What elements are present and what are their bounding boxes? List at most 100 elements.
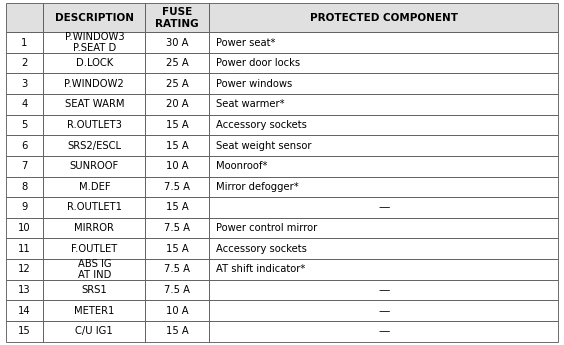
Text: —: — <box>378 306 389 316</box>
Bar <box>146 135 209 156</box>
Bar <box>146 115 209 135</box>
Text: 13: 13 <box>18 285 31 295</box>
Bar <box>6 259 43 280</box>
Text: Power windows: Power windows <box>216 79 292 89</box>
Bar <box>146 53 209 73</box>
Text: 20 A: 20 A <box>166 99 188 109</box>
Text: P.WINDOW2: P.WINDOW2 <box>64 79 124 89</box>
Bar <box>6 177 43 197</box>
Text: MIRROR: MIRROR <box>74 223 114 233</box>
Bar <box>6 238 43 259</box>
Bar <box>43 280 146 300</box>
Text: R.OUTLET1: R.OUTLET1 <box>67 203 122 213</box>
Bar <box>6 280 43 300</box>
Text: 10 A: 10 A <box>166 161 188 171</box>
Bar <box>146 259 209 280</box>
Bar <box>6 300 43 321</box>
Bar <box>209 156 558 177</box>
Bar <box>43 94 146 115</box>
Text: 10: 10 <box>18 223 31 233</box>
Bar <box>209 177 558 197</box>
Text: FUSE
RATING: FUSE RATING <box>156 7 199 29</box>
Bar <box>209 94 558 115</box>
Text: R.OUTLET3: R.OUTLET3 <box>67 120 122 130</box>
Text: 25 A: 25 A <box>166 58 188 68</box>
Bar <box>209 135 558 156</box>
Text: —: — <box>378 285 389 295</box>
Text: C/U IG1: C/U IG1 <box>76 326 113 336</box>
Bar <box>146 218 209 238</box>
Bar <box>43 218 146 238</box>
Bar <box>6 32 43 53</box>
Text: D.LOCK: D.LOCK <box>76 58 113 68</box>
Text: F.OUTLET: F.OUTLET <box>71 244 117 254</box>
Text: 25 A: 25 A <box>166 79 188 89</box>
Bar <box>209 321 558 342</box>
Text: Accessory sockets: Accessory sockets <box>216 120 307 130</box>
Bar <box>43 259 146 280</box>
Bar <box>6 94 43 115</box>
Text: SUNROOF: SUNROOF <box>70 161 119 171</box>
Bar <box>209 218 558 238</box>
Bar <box>43 156 146 177</box>
Text: P.WINDOW3
P.SEAT D: P.WINDOW3 P.SEAT D <box>64 32 124 53</box>
Bar <box>146 197 209 218</box>
Bar <box>43 300 146 321</box>
Bar <box>146 73 209 94</box>
Text: M.DEF: M.DEF <box>78 182 110 192</box>
Bar <box>6 3 43 32</box>
Bar <box>43 177 146 197</box>
Bar <box>146 300 209 321</box>
Bar <box>146 3 209 32</box>
Text: ABS IG
AT IND: ABS IG AT IND <box>77 258 111 280</box>
Text: 30 A: 30 A <box>166 38 188 48</box>
Text: Power control mirror: Power control mirror <box>216 223 317 233</box>
Bar <box>6 135 43 156</box>
Text: 7.5 A: 7.5 A <box>164 264 190 274</box>
Bar <box>43 3 146 32</box>
Text: SRS1: SRS1 <box>81 285 107 295</box>
Bar <box>6 197 43 218</box>
Text: DESCRIPTION: DESCRIPTION <box>55 13 134 23</box>
Text: 7: 7 <box>21 161 28 171</box>
Text: PROTECTED COMPONENT: PROTECTED COMPONENT <box>310 13 458 23</box>
Text: 7.5 A: 7.5 A <box>164 285 190 295</box>
Text: 15 A: 15 A <box>166 326 188 336</box>
Text: Power door locks: Power door locks <box>216 58 300 68</box>
Text: 8: 8 <box>21 182 28 192</box>
Text: —: — <box>378 326 389 336</box>
Text: 9: 9 <box>21 203 28 213</box>
Bar <box>209 197 558 218</box>
Text: 7.5 A: 7.5 A <box>164 182 190 192</box>
Text: 2: 2 <box>21 58 28 68</box>
Bar <box>43 73 146 94</box>
Bar <box>209 3 558 32</box>
Text: 14: 14 <box>18 306 31 316</box>
Text: AT shift indicator*: AT shift indicator* <box>216 264 305 274</box>
Text: 1: 1 <box>21 38 28 48</box>
Bar <box>209 259 558 280</box>
Bar <box>43 32 146 53</box>
Bar <box>209 300 558 321</box>
Text: 15 A: 15 A <box>166 120 188 130</box>
Text: 4: 4 <box>21 99 28 109</box>
Text: 7.5 A: 7.5 A <box>164 223 190 233</box>
Bar <box>209 73 558 94</box>
Bar <box>43 135 146 156</box>
Bar <box>146 280 209 300</box>
Text: Seat warmer*: Seat warmer* <box>216 99 284 109</box>
Bar <box>6 156 43 177</box>
Bar <box>146 156 209 177</box>
Text: 15 A: 15 A <box>166 244 188 254</box>
Bar <box>6 73 43 94</box>
Bar <box>146 177 209 197</box>
Bar <box>43 115 146 135</box>
Bar <box>43 197 146 218</box>
Bar <box>43 321 146 342</box>
Text: Mirror defogger*: Mirror defogger* <box>216 182 298 192</box>
Bar <box>209 238 558 259</box>
Bar <box>146 321 209 342</box>
Text: SRS2/ESCL: SRS2/ESCL <box>67 141 121 151</box>
Text: 6: 6 <box>21 141 28 151</box>
Bar <box>209 115 558 135</box>
